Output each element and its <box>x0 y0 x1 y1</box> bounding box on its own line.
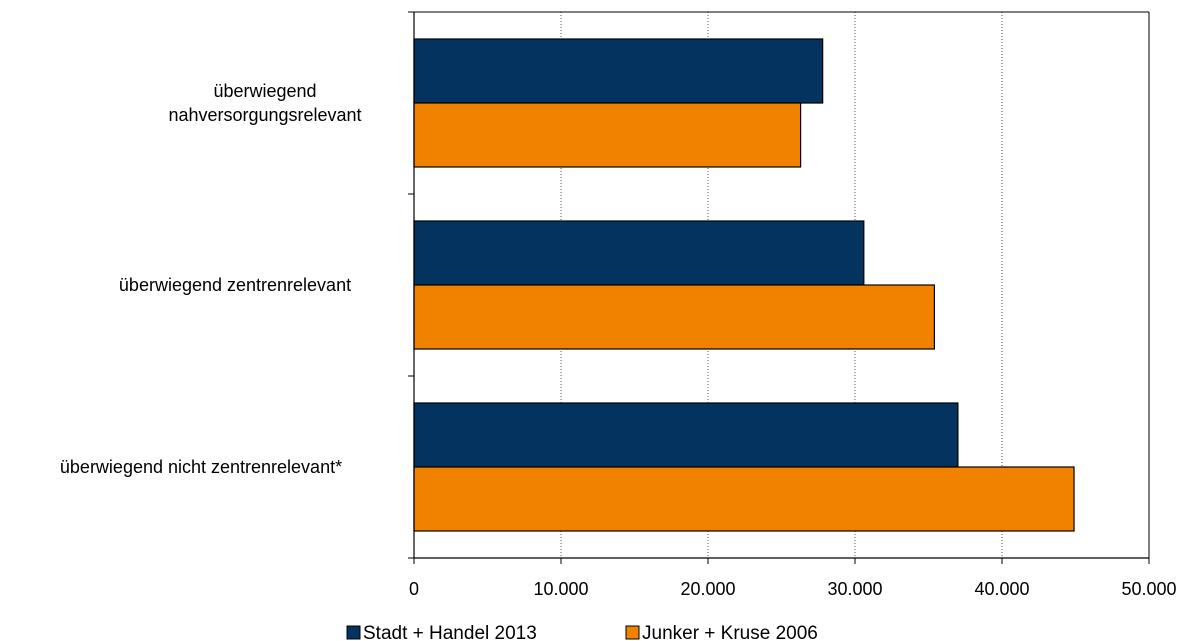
category-label-line: nahversorgungsrelevant <box>168 105 361 125</box>
category-label: überwiegend nahversorgungsrelevant <box>168 81 361 125</box>
legend-swatch-stadt-handel-2013 <box>346 625 361 640</box>
x-tick-label: 10.000 <box>533 579 588 599</box>
bar-junker-kruse-2006-1 <box>413 102 802 168</box>
category-label-line: überwiegend zentrenrelevant <box>119 275 351 295</box>
x-tick-label: 40.000 <box>974 579 1029 599</box>
bar-stadt-handel-2013-3 <box>413 402 959 468</box>
legend-label-stadt-handel-2013: Stadt + Handel 2013 <box>363 623 537 641</box>
x-tick-label: 50.000 <box>1121 579 1176 599</box>
axes <box>408 11 1150 559</box>
bars <box>413 38 1075 532</box>
category-label: überwiegend zentrenrelevant <box>119 275 351 295</box>
bar-stadt-handel-2013-1 <box>413 38 824 104</box>
x-tick-label: 0 <box>409 579 419 599</box>
x-tick-label: 30.000 <box>827 579 882 599</box>
legend-swatch-junker-kruse-2006 <box>625 625 640 640</box>
category-label-line: überwiegend nicht zentrenrelevant* <box>60 457 342 477</box>
bar-stadt-handel-2013-2 <box>413 220 865 286</box>
bar-junker-kruse-2006-2 <box>413 284 935 350</box>
category-label-line: überwiegend <box>213 81 316 101</box>
x-axis-ticks: 0 10.000 20.000 30.000 40.000 50.000 <box>409 558 1177 599</box>
x-tick-label: 20.000 <box>680 579 735 599</box>
legend: Stadt + Handel 2013 Junker + Kruse 2006 <box>346 623 818 641</box>
legend-label-junker-kruse-2006: Junker + Kruse 2006 <box>642 623 818 641</box>
category-labels: überwiegend nahversorgungsrelevantüberwie… <box>60 81 362 477</box>
category-label: überwiegend nicht zentrenrelevant* <box>60 457 342 477</box>
bar-junker-kruse-2006-3 <box>413 466 1075 532</box>
